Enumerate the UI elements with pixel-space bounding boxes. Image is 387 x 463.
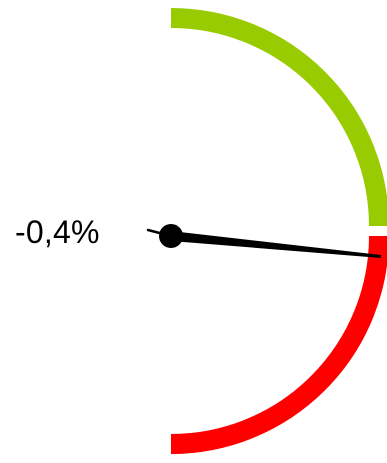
gauge-value-label: -0,4% (15, 214, 100, 250)
gauge-arc-negative (170, 235, 387, 454)
gauge-needle-hub (159, 224, 183, 248)
gauge-needle (171, 231, 381, 258)
gauge-arc-positive (170, 8, 387, 227)
